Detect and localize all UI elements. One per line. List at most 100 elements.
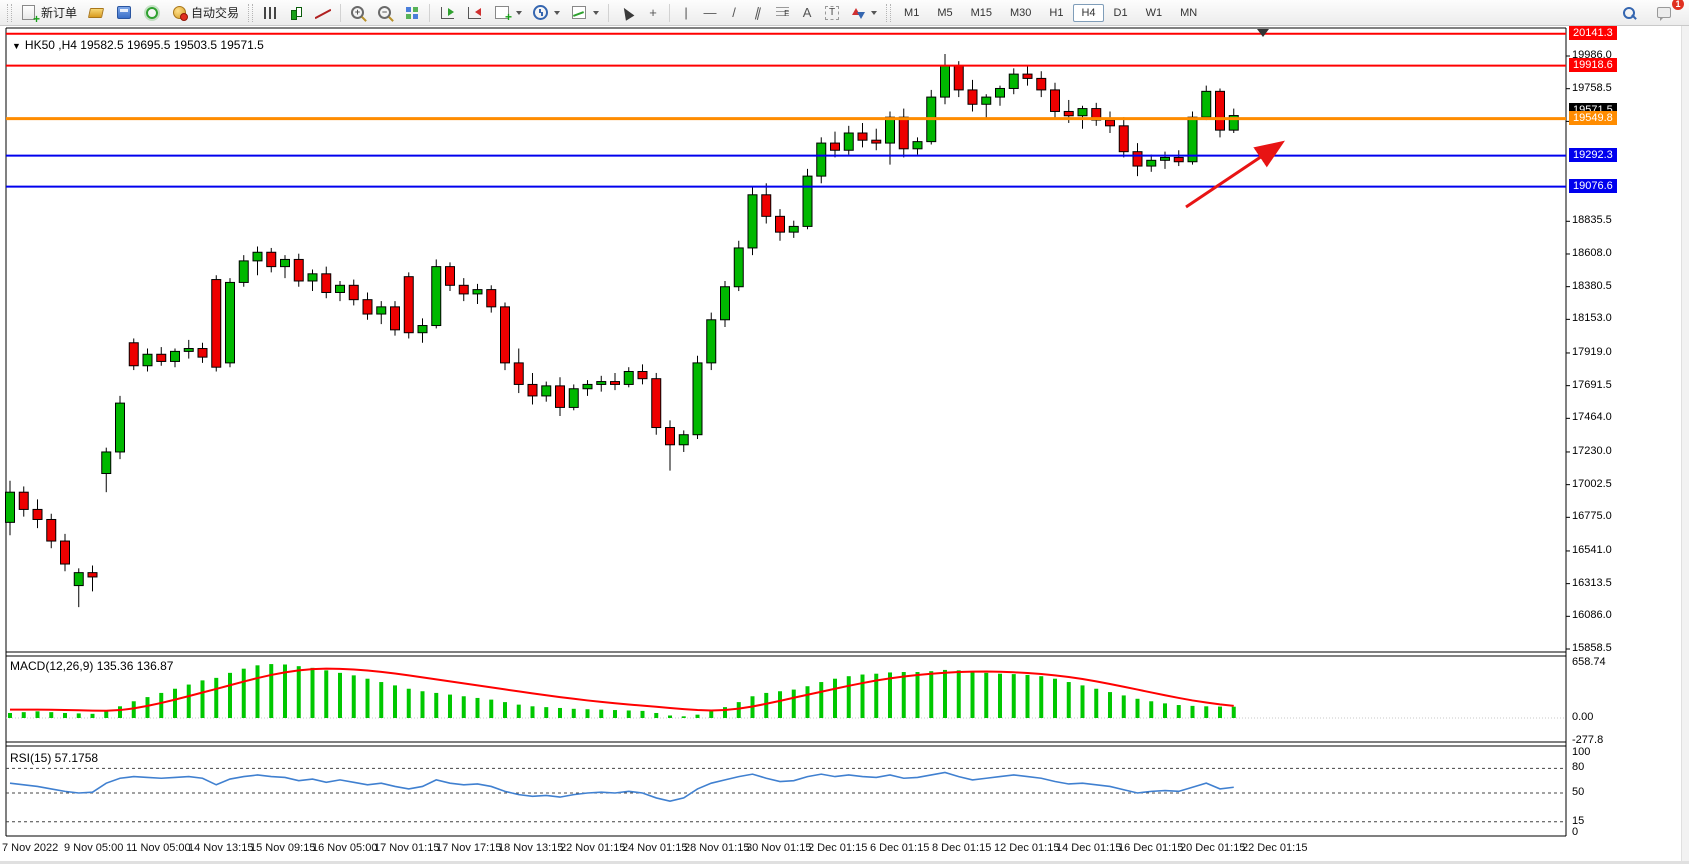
auto-scroll-icon [441,6,455,19]
candle-body [678,434,689,446]
auto-scroll-button[interactable] [435,4,460,22]
bar-chart-button[interactable] [258,4,283,22]
price-tick-label: 17464.0 [1572,411,1612,424]
templates-button[interactable] [566,3,603,22]
main-toolbar: 新订单 自动交易 + − + | — / ∥ F A T [0,0,1689,26]
date-tick-label: 16 Nov 05:00 [312,842,378,854]
vertical-line-button[interactable]: | [675,4,697,22]
toolbar-grip[interactable] [248,3,254,22]
auto-trading-label: 自动交易 [191,6,240,20]
trendline-icon: / [732,4,736,20]
horizontal-line-button[interactable]: — [699,4,721,22]
candle-body [1215,90,1225,131]
candle-body [18,491,29,510]
chevron-down-icon [554,10,561,15]
tab-h1[interactable]: H1 [1049,6,1064,19]
macd-histogram-bar [186,684,191,718]
macd-histogram-bar [379,682,384,718]
macd-histogram-bar [791,689,796,718]
macd-histogram-bar [929,671,934,718]
candle-body [1063,110,1074,117]
chart-window-button[interactable] [111,3,137,22]
toolbar-grip[interactable] [886,3,892,22]
gold-button[interactable] [83,3,109,23]
macd-histogram-bar [1066,682,1071,718]
fibonacci-button[interactable]: F [771,4,794,21]
date-tick-label: 11 Nov 05:00 [126,842,191,854]
line-chart-button[interactable] [311,4,335,22]
window-scrollbar[interactable] [1681,25,1689,861]
signals-button[interactable] [139,3,165,23]
equidistant-channel-icon: ∥ [753,3,764,21]
candlestick-chart-button[interactable] [285,4,309,22]
toolbar-grip[interactable] [7,3,12,22]
macd-histogram-bar [503,702,507,718]
auto-trading-button[interactable]: 自动交易 [167,3,243,22]
candle-body [1118,125,1129,153]
price-tick-label: 16541.0 [1572,543,1612,556]
candle-body [1160,156,1170,161]
zoom-in-button[interactable]: + [346,4,371,21]
candle-body [87,572,98,578]
notifications-button[interactable]: 1 [1651,0,1684,22]
macd-histogram-bar [571,708,576,718]
price-tick-label: 15858.5 [1572,642,1612,654]
macd-histogram-bar [805,686,810,718]
candle-body [1022,73,1033,79]
macd-histogram-bar [544,707,549,718]
candle-body [1146,159,1157,167]
candle-body [857,132,868,141]
macd-scale-label: 658.74 [1572,655,1606,668]
macd-histogram-bar [695,714,700,718]
tab-m1[interactable]: M1 [904,6,920,19]
template-icon [572,6,587,19]
rsi-scale-label: 100 [1572,746,1591,758]
candle-body [1036,77,1047,91]
macd-histogram-bar [764,692,769,718]
macd-histogram-bar [448,694,452,718]
tab-w1[interactable]: W1 [1145,6,1163,19]
tab-h4[interactable]: H4 [1073,3,1104,22]
macd-histogram-bar [49,712,54,718]
candle-body [830,142,840,151]
trendline-button[interactable]: / [723,4,745,22]
price-tick-label: 18608.0 [1572,246,1612,259]
new-order-icon [22,5,40,24]
level-price-label: 20141.3 [1569,25,1617,40]
candle-body [1173,156,1184,163]
indicators-button[interactable] [489,3,526,24]
rsi-line [9,771,1234,803]
macd-signal-line [10,667,1234,712]
candle-body [843,132,854,151]
channel-button[interactable]: ∥ [747,4,769,22]
tab-m30[interactable]: M30 [1010,6,1032,19]
tile-windows-button[interactable] [400,4,424,22]
new-order-button[interactable]: 新订单 [17,3,81,24]
tab-m15[interactable]: M15 [970,6,992,19]
periods-button[interactable] [528,3,564,22]
macd-histogram-bar [1231,706,1236,718]
cursor-button[interactable] [614,4,640,22]
macd-histogram-bar [228,672,232,718]
chart-shift-button[interactable] [462,4,487,22]
vertical-line-icon: | [684,4,688,20]
date-tick-label: 14 Dec 01:15 [1056,842,1122,854]
crosshair-button[interactable]: + [642,4,664,22]
tile-windows-icon [404,5,420,21]
macd-histogram-bar [1163,703,1167,718]
candle-body [1008,73,1019,89]
macd-histogram-bar [860,674,865,718]
tab-d1[interactable]: D1 [1113,6,1128,19]
annotation-arrow[interactable] [1185,140,1285,209]
level-price-label: 19549.8 [1569,110,1617,125]
search-button[interactable] [1617,4,1641,22]
tab-mn[interactable]: MN [1180,6,1198,19]
tab-m5[interactable]: M5 [937,6,953,19]
zoom-out-button[interactable]: − [373,4,398,21]
macd-histogram-bar [461,696,466,718]
arrows-button[interactable] [846,4,881,22]
text-label-button[interactable]: T [820,4,844,22]
text-button[interactable]: A [796,4,818,22]
zoom-out-icon: − [378,6,392,19]
